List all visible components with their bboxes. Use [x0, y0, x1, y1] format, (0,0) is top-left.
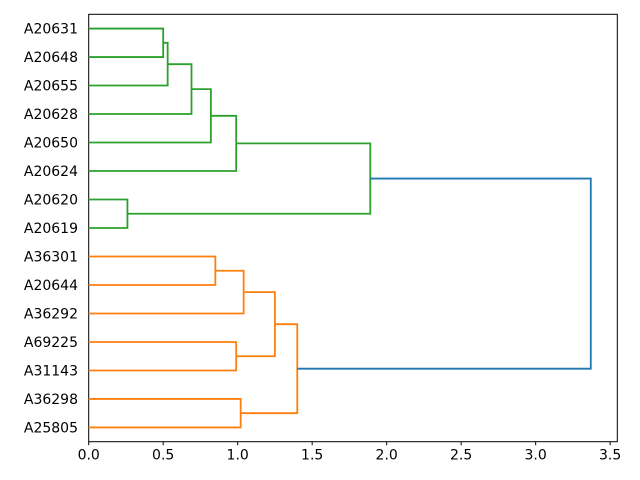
- leaf-label-a20650: A20650: [24, 136, 78, 152]
- dendrogram-link-green_cluster: [88, 41, 169, 87]
- leaf-label-a20644: A20644: [24, 278, 78, 294]
- dendrogram-link-orange_cluster: [236, 291, 276, 358]
- dendrogram-link-green_cluster: [88, 88, 212, 144]
- dendrogram-link-green_cluster: [88, 114, 238, 172]
- x-tick-label: 2.0: [376, 448, 398, 464]
- leaf-label-a20655: A20655: [24, 79, 78, 95]
- leaf-label-a20624: A20624: [24, 164, 78, 180]
- leaf-label-a20628: A20628: [24, 107, 78, 123]
- leaf-label-a20648: A20648: [24, 50, 78, 66]
- leaf-label-a20619: A20619: [24, 221, 78, 237]
- leaf-label-a31143: A31143: [24, 363, 78, 379]
- dendrogram-link-green_cluster: [127, 142, 372, 215]
- x-tick-label: 1.5: [301, 448, 323, 464]
- dendrogram-link-green_cluster: [88, 63, 193, 115]
- dendrogram-link-green_cluster: [88, 27, 165, 58]
- dendrogram-link-orange_cluster: [88, 341, 238, 372]
- leaf-label-a20620: A20620: [24, 193, 78, 209]
- dendrogram-link-orange_cluster: [88, 398, 242, 429]
- dendrogram-link-orange_cluster: [88, 269, 245, 315]
- leaf-label-a20631: A20631: [24, 22, 78, 38]
- x-tick-label: 0.0: [78, 448, 100, 464]
- x-tick-label: 2.5: [450, 448, 472, 464]
- x-tick-label: 3.5: [599, 448, 621, 464]
- leaf-label-a36298: A36298: [24, 392, 78, 408]
- leaf-label-a25805: A25805: [24, 420, 78, 436]
- x-tick-label: 3.0: [525, 448, 547, 464]
- leaf-label-a36292: A36292: [24, 306, 78, 322]
- leaf-label-a69225: A69225: [24, 335, 78, 351]
- dendrogram-link-root_link: [297, 177, 592, 370]
- x-tick-label: 1.0: [227, 448, 249, 464]
- leaf-label-a36301: A36301: [24, 249, 78, 265]
- dendrogram-link-orange_cluster: [240, 323, 299, 415]
- x-tick-label: 0.5: [152, 448, 174, 464]
- dendrogram-link-orange_cluster: [88, 255, 217, 286]
- dendrogram-link-green_cluster: [88, 198, 129, 229]
